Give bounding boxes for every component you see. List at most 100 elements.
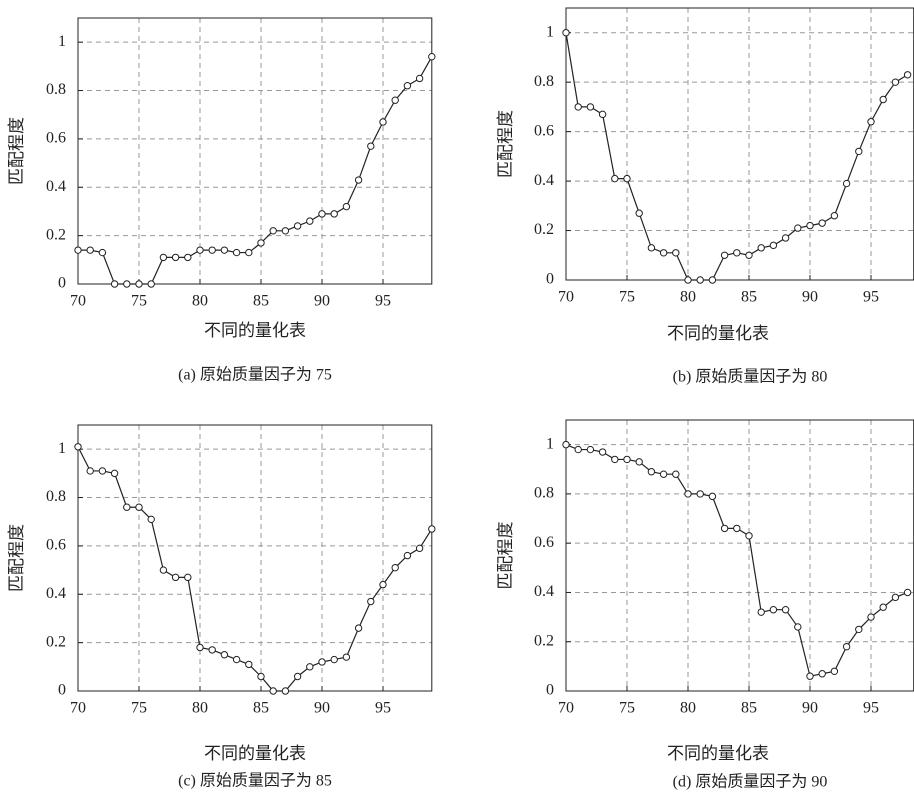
marker (855, 625, 863, 634)
x-tick-label: 75 (131, 293, 147, 310)
x-tick-label: 95 (863, 700, 879, 717)
x-tick-label: 85 (741, 289, 757, 306)
x-tick-label: 70 (70, 700, 86, 717)
marker (159, 566, 168, 574)
marker (428, 52, 436, 61)
marker (659, 249, 668, 257)
marker (647, 244, 656, 252)
x-tick-label: 90 (802, 289, 818, 306)
marker (684, 276, 692, 284)
marker (733, 249, 741, 257)
marker (86, 467, 94, 475)
marker (586, 445, 595, 454)
marker (781, 234, 790, 242)
marker (647, 468, 656, 476)
x-tick-label: 80 (680, 289, 696, 306)
x-axis-label: 不同的量化表 (204, 321, 306, 340)
marker (257, 239, 265, 247)
marker (196, 246, 204, 254)
marker (562, 440, 570, 449)
caption: (b) 原始质量因子为 80 (673, 368, 828, 386)
marker (733, 524, 741, 533)
marker (879, 603, 887, 611)
marker (184, 573, 192, 582)
panel: 0 0.2 0.4 0.6 0.8 1 70 75 80 85 90 95 不同的量化表 (a) 原始质量… (7, 17, 436, 384)
y-tick-label: 0.8 (534, 485, 554, 502)
marker (562, 29, 570, 37)
marker (318, 210, 326, 218)
x-tick-label: 90 (802, 700, 818, 717)
marker (208, 246, 216, 254)
x-tick-label: 95 (863, 289, 879, 306)
marker (635, 209, 643, 217)
x-tick-label: 80 (192, 293, 208, 310)
marker (769, 606, 778, 614)
y-tick-label: 0.4 (534, 172, 554, 189)
caption: (c) 原始质量因子为 85 (178, 772, 332, 790)
marker (623, 174, 631, 183)
y-tick-label: 0.8 (534, 73, 554, 90)
marker (293, 222, 302, 230)
marker (171, 573, 180, 582)
x-tick-label: 90 (314, 293, 330, 310)
marker (769, 241, 778, 250)
y-tick-label: 0.6 (46, 130, 66, 147)
marker (659, 470, 668, 478)
marker (232, 248, 241, 257)
marker (415, 544, 424, 553)
marker (879, 95, 887, 104)
marker (269, 227, 277, 235)
marker (403, 82, 412, 90)
panel: 0 0.2 0.4 0.6 0.8 1 70 75 80 85 90 95 不同的量化表 (d) 原始质量… (496, 419, 914, 791)
marker (281, 227, 290, 235)
marker (269, 687, 277, 695)
marker (745, 251, 753, 259)
marker (391, 563, 399, 572)
x-tick-label: 70 (70, 293, 86, 310)
y-tick-label: 0 (58, 682, 66, 699)
marker (147, 280, 155, 288)
marker (330, 210, 338, 218)
y-tick-label: 0.4 (46, 585, 66, 602)
marker (354, 624, 363, 632)
y-tick-label: 0.6 (46, 537, 66, 554)
marker (245, 248, 253, 257)
marker (794, 623, 802, 631)
y-axis-label: 匹配程度 (496, 522, 515, 590)
line (77, 446, 433, 692)
x-tick-label: 95 (375, 293, 391, 310)
x-tick-label: 85 (253, 700, 269, 717)
marker (86, 246, 94, 254)
x-tick-label: 95 (375, 700, 391, 717)
marker (245, 660, 253, 669)
y-tick-label: 0.8 (46, 488, 66, 505)
marker (818, 670, 826, 678)
marker (708, 492, 717, 501)
marker (794, 224, 802, 232)
y-tick-label: 0.6 (534, 534, 554, 551)
x-tick-label: 90 (314, 700, 330, 717)
marker (672, 470, 680, 478)
marker (855, 147, 863, 156)
marker (708, 276, 717, 284)
marker (635, 458, 643, 466)
marker (586, 103, 595, 111)
x-axis-label: 不同的量化表 (667, 324, 769, 343)
caption: (d) 原始质量因子为 90 (673, 773, 828, 791)
marker (891, 593, 900, 602)
y-tick-label: 0.4 (534, 583, 554, 600)
marker (171, 253, 180, 262)
marker (842, 642, 851, 651)
marker (830, 667, 839, 675)
marker (781, 606, 790, 614)
marker (354, 176, 363, 184)
marker (611, 174, 619, 183)
marker (867, 118, 875, 126)
x-tick-label: 85 (741, 700, 757, 717)
marker (74, 246, 82, 254)
marker (696, 276, 704, 284)
marker (147, 515, 155, 524)
marker (196, 643, 204, 652)
plot-frame (77, 424, 433, 692)
marker (342, 653, 351, 661)
